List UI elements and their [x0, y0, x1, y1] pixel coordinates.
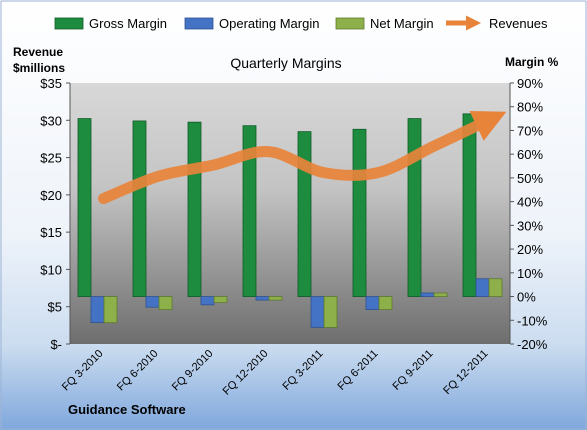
bar-operating-margin [420, 292, 435, 297]
right-axis-tick-label: 40% [517, 195, 543, 210]
bar-operating-margin [255, 296, 270, 301]
right-axis-tick-label: 30% [517, 218, 543, 233]
right-axis-tick-label: 10% [517, 266, 543, 281]
legend-item-net-margin: Net Margin [335, 16, 434, 31]
bar-operating-margin [310, 296, 325, 328]
bar-gross-margin [352, 128, 367, 297]
left-axis-tick-label: $5 [48, 300, 62, 315]
right-axis: -20% -10% 0% 10% 20% 30% 40% 50% 60% 70% 80% 90% [509, 76, 548, 352]
legend-item-gross-margin: Gross Margin [54, 16, 167, 31]
left-axis-tick-label: $10 [40, 262, 62, 277]
footer-label: Guidance Software [68, 402, 186, 417]
right-axis-tick-label: 90% [517, 76, 543, 91]
legend-item-revenues: Revenues [446, 15, 548, 31]
bar-net-margin [378, 296, 393, 310]
left-axis: $- $5 $10 $15 $20 $25 $30 $35 [40, 76, 71, 352]
revenue-line-layer [98, 111, 507, 205]
bar-operating-margin [200, 296, 215, 306]
left-axis-tick-label: $- [50, 337, 62, 352]
bar-operating-margin [365, 296, 380, 310]
left-axis-tick-label: $15 [40, 225, 62, 240]
legend-label-net-margin: Net Margin [370, 16, 434, 31]
right-axis-tick-label: 80% [517, 100, 543, 115]
bar-net-margin [213, 296, 228, 303]
bar-gross-margin [407, 118, 422, 297]
legend-label-revenues: Revenues [489, 16, 548, 31]
chart-title: Quarterly Margins [230, 55, 341, 71]
right-axis-tick-label: 50% [517, 171, 543, 186]
bar-net-margin [268, 296, 283, 301]
right-axis-tick-label: 0% [517, 290, 536, 305]
bar-operating-margin [145, 296, 160, 308]
bar-gross-margin [77, 118, 92, 297]
legend-item-operating-margin: Operating Margin [184, 16, 319, 31]
bar-gross-margin [187, 121, 202, 297]
right-axis-tick-label: 70% [517, 123, 543, 138]
bar-gross-margin [132, 120, 147, 297]
bar-gross-margin [462, 113, 477, 297]
right-axis-tick-label: 60% [517, 147, 543, 162]
bar-net-margin [158, 296, 173, 310]
bar-operating-margin [475, 278, 490, 297]
bar-net-margin [323, 296, 338, 328]
right-axis-label: Margin % [505, 55, 559, 69]
legend-swatch-gross-margin [54, 17, 84, 30]
bar-net-margin [103, 296, 118, 324]
bar-net-margin [433, 292, 448, 297]
right-axis-tick-label: -10% [517, 313, 548, 328]
bar-gross-margin [297, 131, 312, 297]
revenue-line [98, 111, 507, 205]
bar-gross-margin [242, 125, 257, 297]
bar-operating-margin [90, 296, 105, 324]
left-axis-label-line2: $millions [13, 61, 65, 75]
right-axis-tick-label: 20% [517, 242, 543, 257]
left-axis-tick-label: $35 [40, 76, 62, 91]
legend-swatch-operating-margin [184, 17, 214, 30]
legend-swatch-net-margin [335, 17, 365, 30]
left-axis-tick-label: $20 [40, 188, 62, 203]
legend-label-gross-margin: Gross Margin [89, 16, 167, 31]
left-axis-label-line1: Revenue [13, 45, 63, 59]
left-axis-tick-label: $25 [40, 151, 62, 166]
legend: Gross Margin Operating Margin Net Margin… [54, 15, 548, 31]
left-axis-tick-label: $30 [40, 113, 62, 128]
right-axis-tick-label: -20% [517, 337, 548, 352]
legend-label-operating-margin: Operating Margin [219, 16, 319, 31]
bar-net-margin [488, 278, 503, 297]
bars-layer [77, 113, 503, 328]
